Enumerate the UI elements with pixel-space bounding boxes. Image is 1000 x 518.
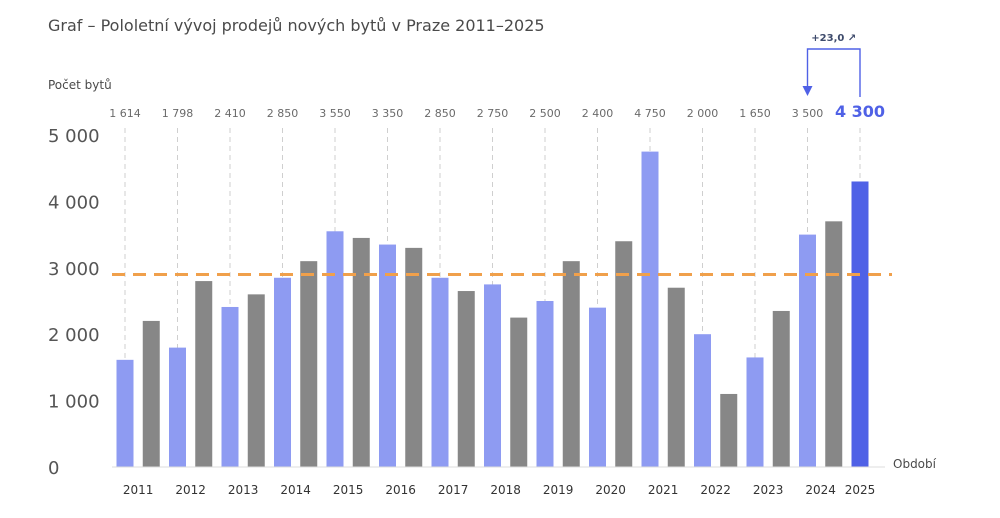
- bar-h2: [247, 294, 265, 467]
- bar-h1: [694, 334, 711, 467]
- bar-h1: [641, 151, 659, 467]
- bar-highlight: [851, 181, 869, 468]
- bar-h2: [405, 247, 423, 467]
- bar-h2: [562, 261, 580, 467]
- top-label: 3 550: [319, 107, 351, 120]
- y-tick-label: 5 000: [48, 126, 100, 147]
- annotation-bracket: [806, 48, 861, 97]
- bar-h2: [772, 310, 790, 467]
- bar-h2: [825, 221, 843, 467]
- x-tick-label: 2015: [333, 483, 364, 497]
- x-tick-label: 2021: [648, 483, 679, 497]
- bar-h2: [142, 320, 160, 467]
- x-tick-label: 2025: [845, 483, 876, 497]
- y-tick-label: 0: [48, 458, 59, 479]
- x-tick-label: 2014: [280, 483, 311, 497]
- y-tick-label: 2 000: [48, 325, 100, 346]
- bar-h1: [746, 357, 764, 467]
- bar-h2: [300, 261, 318, 467]
- x-tick-label: 2024: [805, 483, 836, 497]
- bar-h2: [195, 281, 213, 467]
- bar-h1: [536, 301, 554, 467]
- x-tick-label: 2011: [123, 483, 154, 497]
- bar-h2: [667, 287, 685, 467]
- bar-h1: [274, 277, 291, 467]
- top-label: 2 500: [529, 107, 561, 120]
- bar-h2: [352, 237, 370, 467]
- top-label: 2 400: [582, 107, 614, 120]
- annotation-arrowhead: [802, 86, 813, 96]
- top-label: 2 410: [214, 107, 246, 120]
- top-label: 2 750: [477, 107, 509, 120]
- bar-h1: [116, 359, 134, 467]
- y-axis-label: Počet bytů: [48, 78, 112, 92]
- top-label: 2 850: [267, 107, 299, 120]
- top-label: 2 000: [687, 107, 719, 120]
- top-label-highlight: 4 300: [835, 102, 885, 121]
- x-tick-label: 2023: [753, 483, 784, 497]
- bar-h1: [221, 306, 239, 467]
- x-tick-label: 2019: [543, 483, 574, 497]
- bar-h2: [615, 241, 633, 467]
- top-label: 3 350: [372, 107, 404, 120]
- bar-h1: [484, 284, 501, 467]
- bar-h1: [799, 234, 816, 467]
- y-tick-label: 4 000: [48, 192, 100, 213]
- top-label: 1 650: [739, 107, 771, 120]
- x-tick-label: 2016: [385, 483, 416, 497]
- top-label: 2 850: [424, 107, 456, 120]
- bar-h1: [169, 347, 186, 467]
- bar-h1: [431, 277, 449, 467]
- x-tick-label: 2012: [175, 483, 206, 497]
- bar-h2: [720, 393, 738, 467]
- bar-h1: [326, 231, 344, 467]
- y-tick-label: 1 000: [48, 392, 100, 413]
- annotation-label: +23,0 ↗: [811, 33, 856, 44]
- x-tick-label: 2013: [228, 483, 259, 497]
- x-axis-label: Období: [893, 457, 937, 471]
- top-label: 3 500: [792, 107, 824, 120]
- bar-h2: [510, 317, 528, 467]
- bar-h1: [589, 307, 606, 467]
- x-tick-label: 2020: [595, 483, 626, 497]
- x-tick-label: 2022: [700, 483, 731, 497]
- y-tick-label: 3 000: [48, 259, 100, 280]
- top-label: 1 798: [162, 107, 194, 120]
- x-tick-label: 2017: [438, 483, 469, 497]
- bar-h2: [457, 291, 475, 467]
- bar-h1: [379, 244, 396, 467]
- chart-title: Graf – Pololetní vývoj prodejů nových by…: [48, 16, 545, 35]
- x-tick-label: 2018: [490, 483, 521, 497]
- top-label: 1 614: [109, 107, 141, 120]
- top-label: 4 750: [634, 107, 666, 120]
